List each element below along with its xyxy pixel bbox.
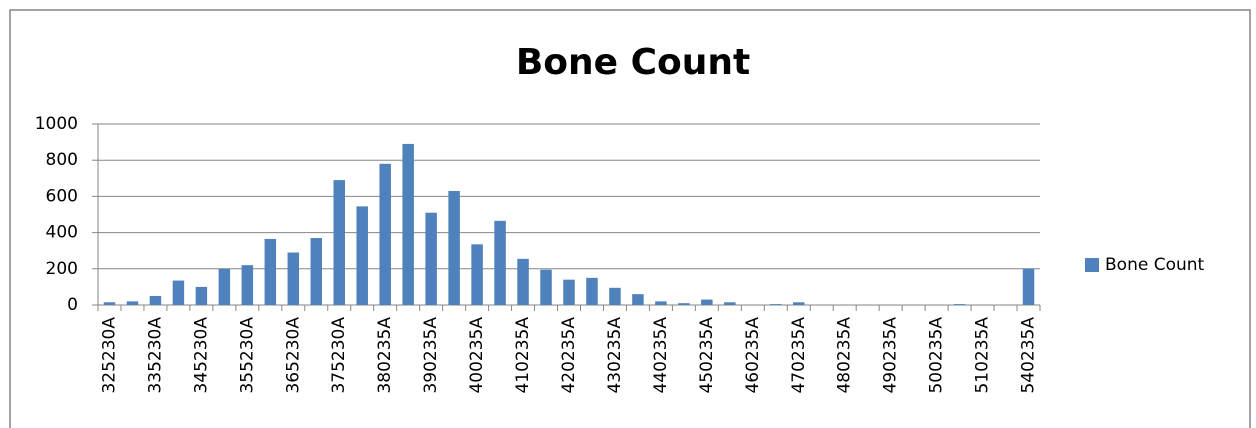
x-tick-label: 470235A <box>789 317 809 394</box>
bar <box>379 163 391 305</box>
x-tick-label: 430235A <box>605 317 625 394</box>
x-tick-label: 510235A <box>973 317 993 394</box>
x-tick-label: 345230A <box>191 317 211 394</box>
x-tick-label: 450235A <box>697 317 717 394</box>
y-tick-label: 1000 <box>35 114 78 134</box>
x-tick-label: 440235A <box>651 317 671 394</box>
bar <box>356 206 368 305</box>
x-tick-label: 410235A <box>513 317 533 394</box>
bar <box>517 258 529 305</box>
bar <box>540 269 552 305</box>
bar <box>448 190 460 305</box>
x-tick-label: 540235A <box>1019 317 1039 394</box>
legend-swatch <box>1085 258 1099 272</box>
y-tick-label: 200 <box>46 259 78 279</box>
bar <box>195 286 208 305</box>
y-tick-label: 800 <box>46 150 78 170</box>
x-tick-label: 460235A <box>743 317 763 394</box>
x-tick-label: 335230A <box>145 317 165 394</box>
bar <box>218 268 231 305</box>
bar <box>471 244 483 305</box>
bar <box>793 302 805 305</box>
bar <box>724 302 736 305</box>
chart-border <box>9 9 1251 428</box>
bar <box>1022 268 1035 305</box>
bar <box>149 295 162 305</box>
bar <box>563 279 575 305</box>
x-tick-label: 500235A <box>927 317 947 394</box>
x-tick-label: 380235A <box>375 317 395 394</box>
bar <box>609 287 621 305</box>
bar <box>632 294 644 305</box>
bar <box>701 299 713 305</box>
bar <box>172 280 185 305</box>
bar <box>494 220 506 305</box>
bar <box>425 212 437 305</box>
x-tick-label: 400235A <box>467 317 487 394</box>
x-tick-label: 365230A <box>283 317 303 394</box>
x-tick-label: 325230A <box>99 317 119 394</box>
bar <box>402 143 414 305</box>
x-tick-label: 355230A <box>237 317 257 394</box>
x-tick-label: 480235A <box>835 317 855 394</box>
x-tick-label: 375230A <box>329 317 349 394</box>
bar <box>310 238 323 305</box>
y-tick-label: 600 <box>46 186 78 206</box>
y-tick-label: 0 <box>67 295 78 315</box>
bar <box>126 301 139 305</box>
bar <box>103 302 116 305</box>
bar <box>586 277 598 305</box>
x-tick-label: 420235A <box>559 317 579 394</box>
legend-label: Bone Count <box>1105 255 1205 275</box>
y-tick-label: 400 <box>46 223 78 243</box>
chart-title: Bone Count <box>516 42 750 83</box>
bar <box>241 265 254 305</box>
bar <box>655 301 667 305</box>
bar <box>287 252 300 305</box>
bar <box>678 303 690 305</box>
bar <box>770 304 782 305</box>
bar <box>953 304 966 305</box>
bar <box>333 180 345 305</box>
x-tick-label: 390235A <box>421 317 441 394</box>
bar <box>264 238 277 305</box>
x-tick-label: 490235A <box>881 317 901 394</box>
